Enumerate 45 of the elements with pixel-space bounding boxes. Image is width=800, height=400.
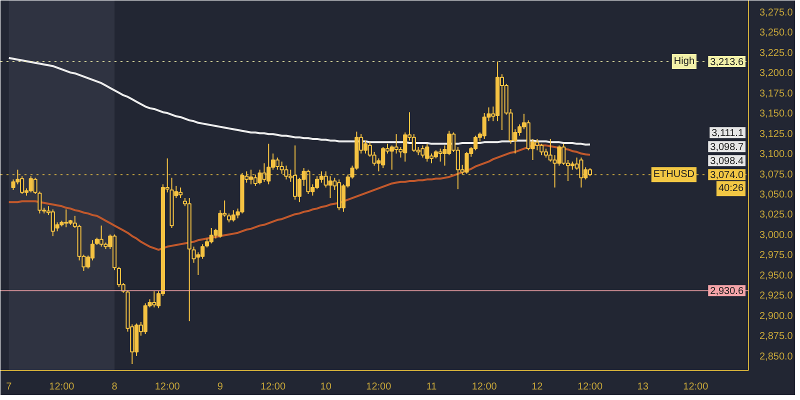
y-tick-label: 3,175.0	[760, 88, 794, 100]
y-tick-label: 2,875.0	[760, 331, 794, 342]
annotation: 3,074.0	[710, 170, 744, 182]
y-tick-label: 3,050.0	[760, 190, 794, 200]
ref-line-label: ETHUSD	[653, 169, 695, 180]
x-tick-label: 12:00	[683, 382, 709, 392]
x-tick-label: 12:00	[577, 382, 603, 392]
x-tick-label: 12:00	[260, 382, 286, 392]
ref-line-label: High	[674, 56, 695, 68]
y-tick-label: 3,225.0	[760, 48, 794, 59]
y-tick-label: 3,150.0	[760, 108, 794, 120]
y-tick-label: 2,925.0	[760, 290, 794, 302]
x-tick-label: 12:00	[154, 382, 180, 392]
candlestick	[394, 134, 398, 154]
y-tick-label: 2,900.0	[760, 310, 794, 322]
y-tick-label: 2,950.0	[760, 270, 794, 282]
y-tick-label: 3,200.0	[760, 68, 794, 80]
annotation: 40:26	[718, 183, 744, 194]
y-tick-label: 3,275.0	[760, 7, 794, 18]
y-tick-label: 3,025.0	[760, 210, 794, 221]
x-tick-label: 7	[6, 382, 12, 392]
x-tick-label: 12:00	[49, 382, 75, 392]
y-tick-label: 3,075.0	[760, 169, 794, 180]
text: 3,111.1	[712, 128, 744, 140]
y-tick-label: 3,100.0	[760, 149, 794, 160]
x-tick-label: 12:00	[366, 382, 392, 392]
y-tick-label: 3,250.0	[760, 28, 794, 39]
candlestick	[420, 144, 425, 158]
x-tick-label: 13	[637, 382, 649, 392]
x-tick-label: 10	[320, 382, 332, 392]
x-tick-label: 11	[426, 382, 438, 392]
x-tick-label: 12:00	[472, 382, 498, 392]
y-tick-label: 3,125.0	[760, 128, 794, 140]
x-tick-label: 8	[112, 382, 118, 392]
text: 3,098.7	[710, 142, 744, 154]
candlestick	[464, 151, 469, 174]
candlestick	[363, 140, 368, 154]
y-tick-label: 3,000.0	[760, 230, 794, 241]
y-tick-label: 2,850.0	[760, 351, 794, 362]
y-tick-label: 2,975.0	[760, 250, 794, 262]
x-tick-label: 9	[217, 382, 224, 392]
annotation: 2,930.6	[710, 286, 744, 298]
text: 3,098.4	[710, 156, 744, 168]
annotation: 3,213.6	[710, 57, 744, 68]
x-tick-label: 12	[532, 382, 544, 392]
